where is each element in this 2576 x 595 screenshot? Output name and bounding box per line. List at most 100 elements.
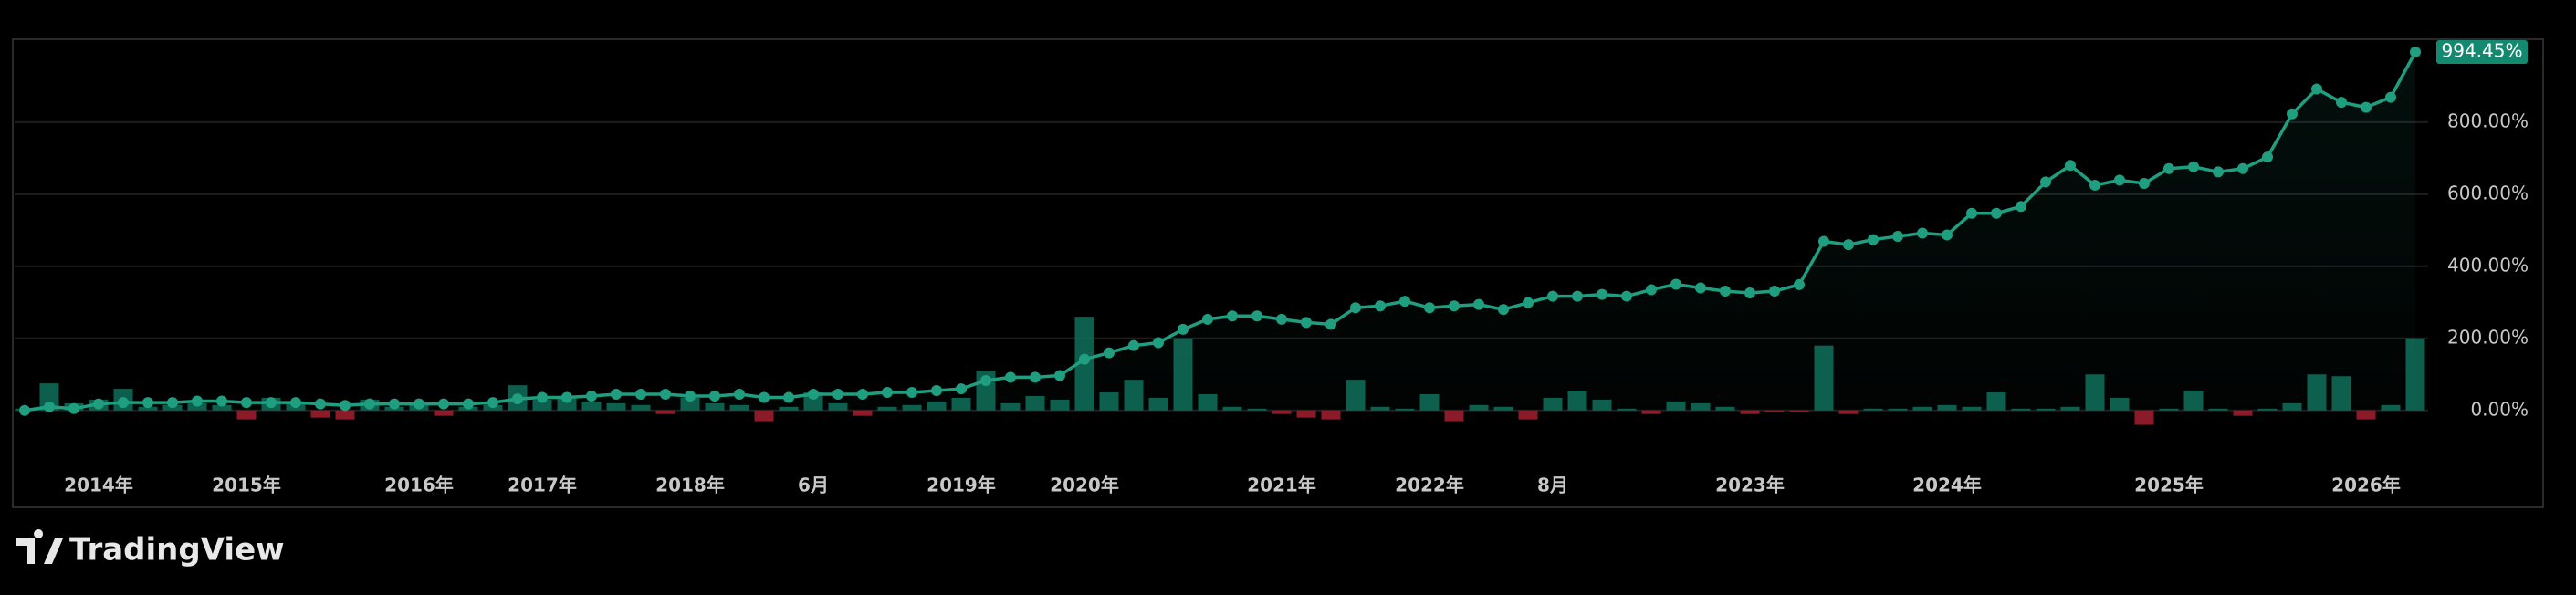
x-tick-label: 8月 [1537, 475, 1568, 496]
point [1128, 339, 1139, 351]
point [1572, 290, 1583, 302]
point [2311, 83, 2322, 95]
last-value-box [2436, 40, 2528, 65]
x-tick-label: 2019年 [927, 475, 996, 496]
point [611, 388, 622, 400]
x-tick-label: 2018年 [655, 475, 725, 496]
y-tick-label: 0.00% [2470, 398, 2529, 420]
point [635, 388, 646, 400]
bar [1740, 410, 1760, 414]
x-tick-label: 2024年 [1912, 475, 1982, 496]
point [882, 387, 893, 399]
point [980, 374, 991, 386]
point [512, 393, 523, 405]
point [414, 398, 424, 410]
point [1843, 239, 1854, 251]
bar [2233, 410, 2253, 416]
x-tick-label: 2017年 [508, 475, 577, 496]
point [1251, 310, 1262, 322]
point [2139, 177, 2150, 189]
point [709, 390, 720, 402]
bar [1272, 410, 1292, 414]
point [2040, 176, 2051, 188]
bar [1764, 410, 1785, 412]
y-tick-label: 800.00% [2447, 110, 2529, 131]
point [1892, 231, 1903, 243]
point [463, 398, 474, 410]
point [192, 395, 203, 407]
point [1005, 371, 1016, 383]
point [956, 383, 967, 395]
point [2410, 47, 2421, 58]
point [1202, 313, 1213, 325]
point [586, 390, 597, 402]
logo-icon [16, 529, 63, 564]
bar [2356, 410, 2376, 420]
point [1621, 290, 1632, 302]
point [1079, 353, 1090, 365]
brand: TradingView [69, 532, 285, 569]
bar [655, 410, 675, 414]
point [1818, 235, 1829, 247]
point [1054, 370, 1065, 381]
point [1424, 302, 1435, 314]
point [759, 391, 770, 403]
point [1178, 323, 1189, 335]
y-tick-label: 200.00% [2447, 326, 2529, 348]
point [1720, 286, 1731, 298]
bar [434, 410, 454, 416]
logo: TradingView [16, 529, 285, 569]
point [2262, 151, 2273, 163]
x-tick-label: 2023年 [1715, 475, 1785, 496]
point [2287, 108, 2298, 120]
point [1498, 304, 1509, 316]
x-tick-label: 2015年 [212, 475, 281, 496]
point [931, 385, 942, 397]
bar [1518, 410, 1538, 420]
bar [853, 410, 873, 416]
bar [1641, 410, 1661, 414]
point [783, 391, 794, 403]
area [25, 52, 2415, 411]
point [340, 400, 351, 412]
x-tick-label: 2020年 [1050, 475, 1119, 496]
bar [1321, 410, 1341, 420]
point [2213, 166, 2224, 178]
point [1104, 347, 1115, 359]
point [1030, 371, 1041, 383]
point [1769, 286, 1780, 298]
x-tick-label: 2021年 [1247, 475, 1316, 496]
x-tick-label: 2016年 [384, 475, 454, 496]
point [1991, 207, 2002, 219]
point [167, 397, 178, 409]
point [1399, 296, 1410, 308]
point [241, 397, 252, 409]
point [2188, 161, 2199, 172]
point [2361, 101, 2372, 113]
point [537, 391, 548, 403]
bar [1789, 410, 1809, 412]
point [1695, 282, 1706, 294]
bar [1838, 410, 1859, 414]
point [1670, 278, 1681, 290]
point [19, 404, 30, 416]
point [2336, 97, 2347, 109]
point [216, 395, 227, 407]
point [734, 388, 745, 400]
last-value-label: 994.45% [2442, 40, 2523, 62]
point [1473, 298, 1484, 310]
bar [39, 383, 59, 411]
point [2016, 201, 2026, 213]
point [1547, 290, 1558, 302]
x-tick-label: 2022年 [1395, 475, 1464, 496]
point [808, 388, 819, 400]
point [832, 388, 843, 400]
bar [236, 410, 257, 420]
point [1942, 229, 1953, 241]
x-tick-label: 2025年 [2134, 475, 2204, 496]
point [364, 398, 375, 410]
point [2163, 162, 2174, 174]
point [2385, 91, 2396, 103]
point [1646, 284, 1657, 296]
